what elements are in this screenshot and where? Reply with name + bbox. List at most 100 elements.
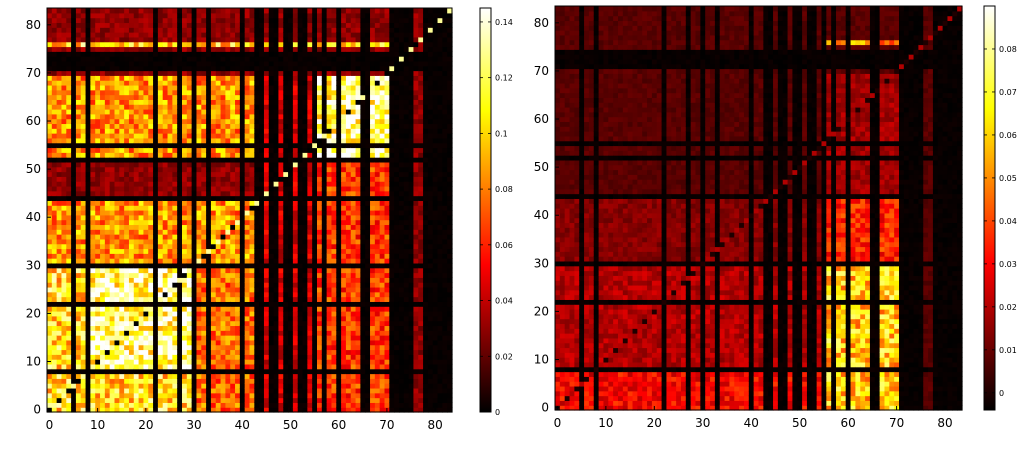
heatmap-cell [230, 65, 236, 72]
heatmap-cell [283, 387, 289, 394]
heatmap-cell [191, 99, 198, 105]
heatmap-cell [124, 12, 130, 19]
heatmap-cell [51, 214, 58, 221]
heatmap-cell [210, 238, 217, 245]
heatmap-cell [201, 70, 207, 76]
heatmap-cell [66, 387, 72, 394]
heatmap-cell [225, 60, 231, 67]
heatmap-cell [172, 407, 178, 413]
heatmap-cell [259, 133, 265, 139]
heatmap-cell [244, 335, 251, 341]
heatmap-cell [225, 258, 231, 264]
heatmap-cell [104, 181, 111, 187]
heatmap-cell [307, 56, 313, 62]
heatmap-cell [182, 320, 188, 327]
heatmap-cell [177, 383, 183, 389]
heatmap-cell [191, 248, 198, 254]
heatmap-cell [292, 397, 299, 403]
heatmap-cell [317, 282, 323, 288]
heatmap-cell [263, 128, 270, 134]
heatmap-cell [128, 320, 135, 327]
heatmap-cell [220, 41, 226, 48]
heatmap-cell [100, 407, 106, 413]
heatmap-cell [90, 339, 96, 346]
heatmap-cell [196, 402, 202, 408]
heatmap-cell [326, 190, 333, 197]
heatmap-cell [230, 234, 236, 240]
heatmap-cell [157, 359, 164, 365]
heatmap-cell [244, 118, 251, 125]
heatmap-cell [128, 142, 135, 149]
heatmap-cell [312, 286, 318, 293]
heatmap-cell [288, 94, 294, 100]
heatmap-cell [230, 282, 236, 288]
heatmap-cell [143, 65, 149, 72]
heatmap-cell [143, 118, 149, 125]
heatmap-cell [215, 229, 222, 235]
heatmap-cell [302, 253, 308, 259]
heatmap-cell [317, 60, 323, 67]
heatmap-cell [230, 84, 236, 91]
heatmap-cell [162, 238, 169, 245]
heatmap-cell [80, 373, 87, 379]
heatmap-cell [66, 311, 72, 317]
heatmap-cell [138, 296, 145, 302]
heatmap-cell [186, 282, 193, 288]
heatmap-cell [235, 171, 241, 177]
heatmap-cell [153, 157, 159, 163]
heatmap-cell [153, 330, 159, 336]
heatmap-cell [249, 277, 255, 283]
heatmap-cell [80, 282, 87, 288]
heatmap-cell [177, 99, 183, 105]
heatmap-cell [283, 157, 289, 163]
heatmap-cell [278, 392, 284, 399]
heatmap-cell [230, 301, 236, 307]
heatmap-cell [162, 330, 169, 336]
heatmap-cell [75, 277, 82, 283]
heatmap-cell [317, 397, 323, 403]
heatmap-cell [148, 243, 154, 250]
heatmap-cell [148, 262, 154, 269]
heatmap-cell [259, 243, 265, 250]
heatmap-cell [157, 344, 164, 351]
heatmap-cell [124, 84, 130, 91]
heatmap-cell [191, 296, 198, 302]
heatmap-cell [312, 272, 318, 278]
heatmap-cell [162, 185, 169, 192]
heatmap-cell [259, 335, 265, 341]
heatmap-cell [167, 41, 173, 48]
heatmap-cell [71, 267, 77, 274]
heatmap-cell [133, 195, 140, 201]
heatmap-cell [172, 133, 178, 139]
heatmap-cell [90, 277, 96, 283]
heatmap-cell [263, 368, 270, 375]
heatmap-cell [51, 253, 58, 259]
heatmap-cell [278, 137, 284, 144]
heatmap-cell [61, 157, 67, 163]
heatmap-cell [162, 397, 169, 403]
heatmap-cell [138, 253, 145, 259]
heatmap-cell [85, 181, 91, 187]
heatmap-cell [143, 8, 149, 14]
heatmap-cell [90, 272, 96, 278]
heatmap-cell [71, 397, 77, 403]
heatmap-cell [249, 296, 255, 302]
heatmap-cell [283, 22, 289, 28]
heatmap-cell [225, 378, 231, 384]
heatmap-cell [259, 89, 265, 96]
heatmap-cell [268, 200, 275, 206]
heatmap-cell [124, 70, 130, 76]
heatmap-cell [259, 152, 265, 158]
heatmap-cell [278, 60, 284, 67]
heatmap-cell [80, 60, 87, 67]
heatmap-cell [196, 147, 202, 153]
heatmap-cell [278, 301, 284, 307]
heatmap-cell [47, 378, 53, 384]
heatmap-cell [210, 41, 217, 48]
heatmap-cell [153, 344, 159, 351]
heatmap-cell [90, 373, 96, 379]
heatmap-cell [100, 286, 106, 293]
heatmap-cell [268, 354, 275, 360]
heatmap-cell [124, 46, 130, 52]
heatmap-cell [326, 60, 333, 67]
